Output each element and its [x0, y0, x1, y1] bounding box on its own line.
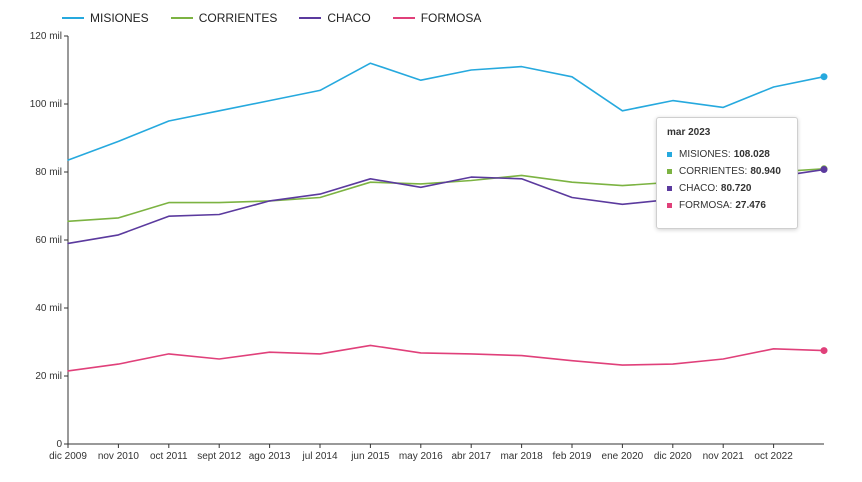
legend-label-corrientes: CORRIENTES [198, 11, 278, 25]
x-tick-label: sept 2012 [197, 451, 241, 462]
x-tick-label: dic 2020 [654, 451, 692, 462]
tooltip-row: CORRIENTES: 80.940 [667, 163, 787, 180]
tooltip-swatch [667, 152, 672, 157]
tooltip-value: 27.476 [735, 200, 766, 211]
x-tick-label: may 2016 [399, 451, 443, 462]
series-line-formosa[interactable] [67, 344, 825, 372]
legend-item-misiones[interactable]: MISIONES [62, 11, 149, 25]
tooltip-value: 108.028 [733, 149, 770, 160]
series-point-formosa[interactable] [820, 347, 828, 355]
legend-label-misiones: MISIONES [90, 11, 149, 25]
x-tick-label: dic 2009 [49, 451, 87, 462]
x-tick-label: feb 2019 [553, 451, 592, 462]
tooltip-row: FORMOSA: 27.476 [667, 197, 787, 214]
x-tick-label: mar 2018 [500, 451, 543, 462]
x-tick-label: jul 2014 [301, 451, 337, 462]
y-tick-label: 20 mil [35, 371, 62, 382]
tooltip-label: MISIONES: [679, 149, 731, 160]
series-point-chaco[interactable] [820, 166, 828, 174]
y-tick-label: 40 mil [35, 303, 62, 314]
tooltip-swatch [667, 169, 672, 174]
legend-label-formosa: FORMOSA [420, 11, 482, 25]
tooltip-label: CORRIENTES: [679, 166, 748, 177]
legend-label-chaco: CHACO [327, 11, 371, 25]
x-tick-label: ene 2020 [602, 451, 644, 462]
tooltip-swatch [667, 203, 672, 208]
legend-swatch-formosa [392, 17, 415, 19]
y-tick-label: 80 mil [35, 167, 62, 178]
chart-axes: 0 20 mil 40 mil 60 mil 80 mil 100 mil 120 mil d… [30, 31, 824, 462]
legend-swatch-corrientes [170, 17, 193, 19]
legend-swatch-chaco [299, 17, 322, 19]
y-tick-label: 0 [56, 439, 62, 450]
legend-item-chaco[interactable]: CHACO [299, 11, 371, 25]
legend-item-corrientes[interactable]: CORRIENTES [170, 11, 278, 25]
chart-legend: MISIONES CORRIENTES CHACO FORMOSA [62, 9, 503, 27]
legend-swatch-misiones [62, 17, 84, 19]
y-tick-label: 60 mil [35, 235, 62, 246]
tooltip-title: mar 2023 [667, 127, 711, 138]
x-tick-label: oct 2022 [754, 451, 793, 462]
tooltip-label: FORMOSA: [679, 200, 733, 211]
series-line-misiones[interactable] [67, 62, 825, 161]
x-tick-label: ago 2013 [249, 451, 291, 462]
tooltip-value: 80.940 [750, 166, 781, 177]
x-tick-label: oct 2011 [150, 451, 188, 462]
tooltip-swatch [667, 186, 672, 191]
hover-tooltip: mar 2023 MISIONES: 108.028 CORRIENTES: 8… [656, 117, 798, 229]
x-tick-label: nov 2021 [703, 451, 745, 462]
x-tick-label: jun 2015 [350, 451, 390, 462]
series-point-misiones[interactable] [820, 73, 828, 81]
tooltip-label: CHACO: [679, 183, 718, 194]
x-tick-label: nov 2010 [98, 451, 140, 462]
y-tick-label: 120 mil [30, 31, 62, 42]
x-tick-label: abr 2017 [451, 451, 491, 462]
tooltip-value: 80.720 [720, 183, 752, 194]
legend-item-formosa[interactable]: FORMOSA [392, 11, 482, 25]
tooltip-row: MISIONES: 108.028 [667, 146, 787, 163]
tooltip-row: CHACO: 80.720 [667, 180, 787, 197]
y-tick-label: 100 mil [30, 99, 62, 110]
